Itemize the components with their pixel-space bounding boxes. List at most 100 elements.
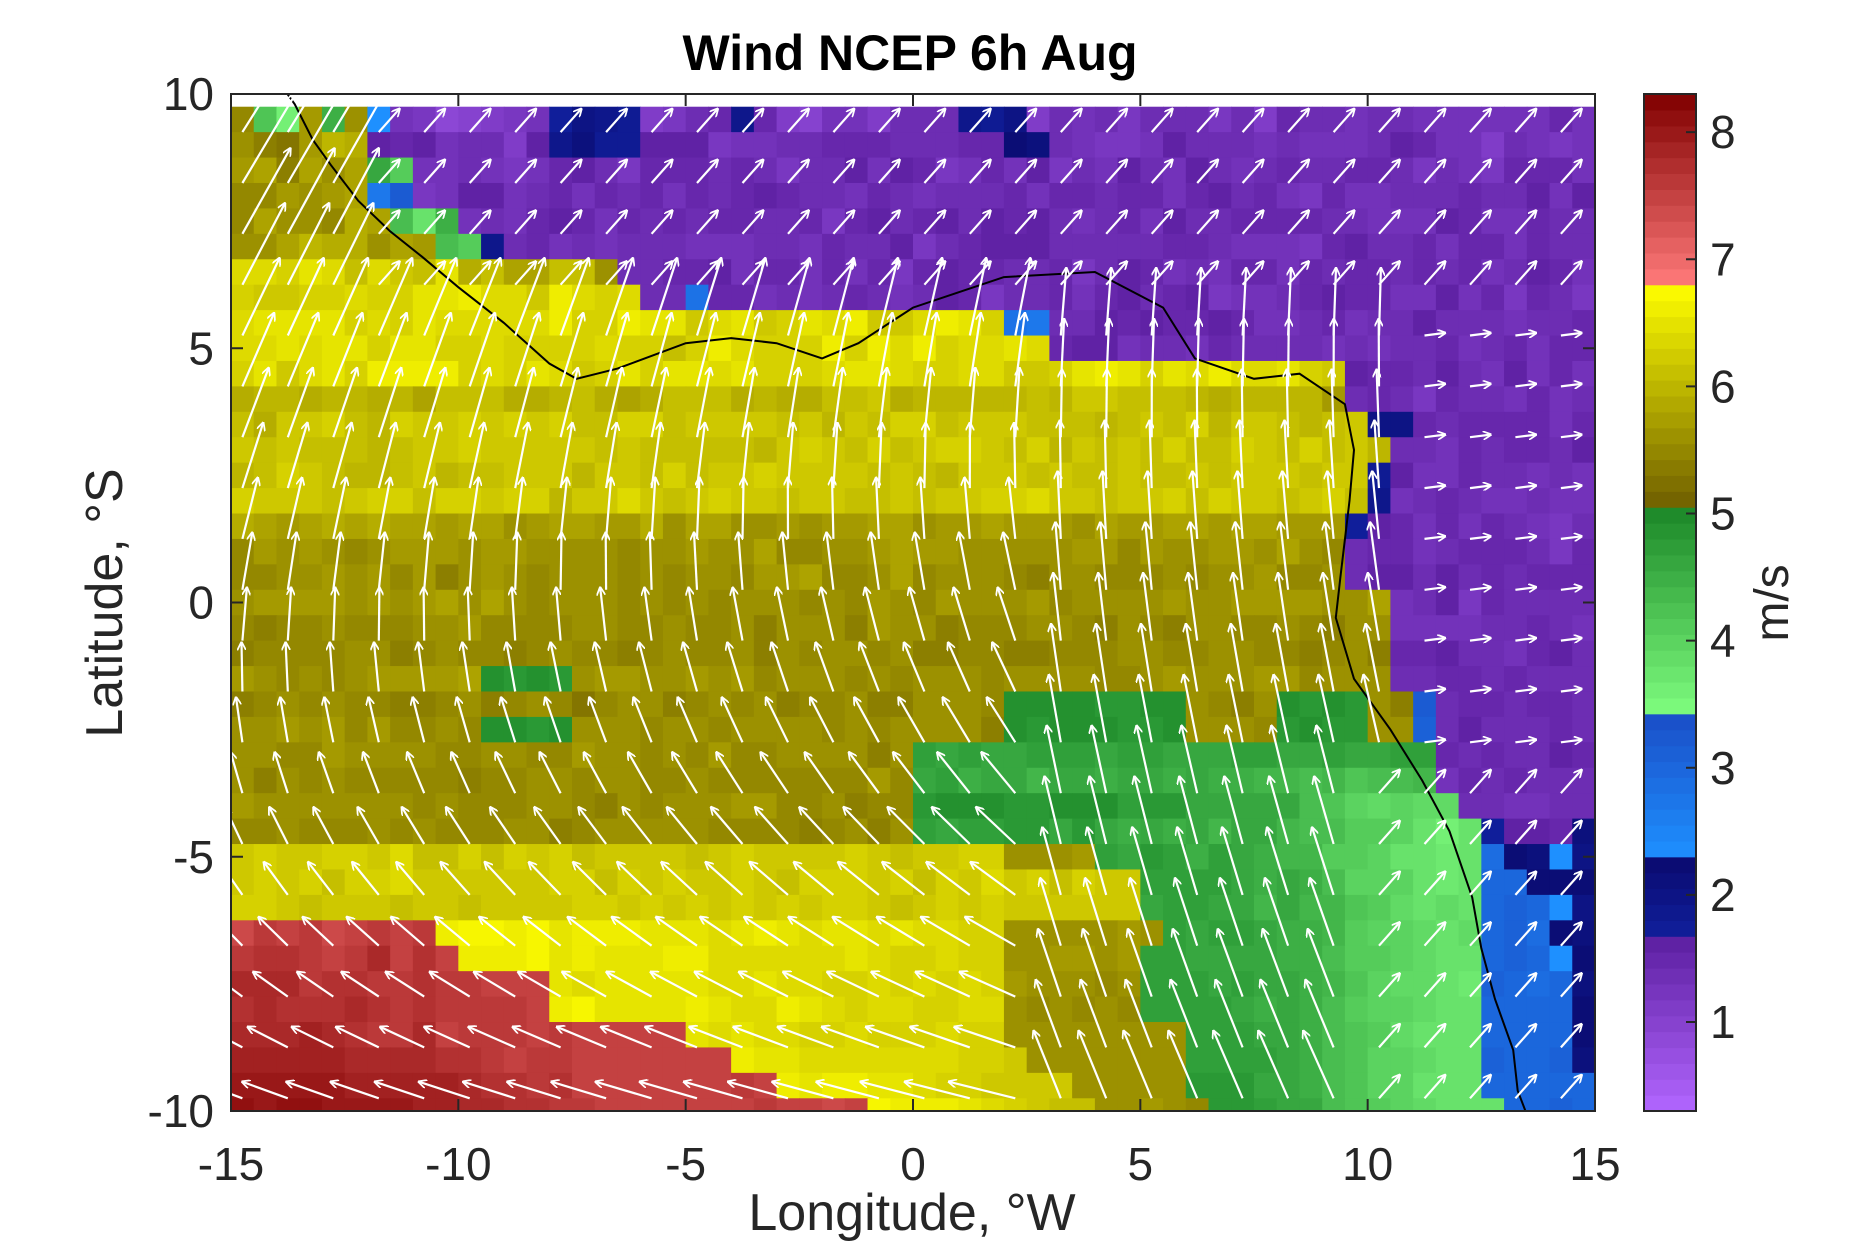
heatmap-cell	[549, 589, 573, 616]
wind-arrow	[396, 862, 426, 896]
wind-arrow	[468, 109, 491, 133]
heatmap-cell	[1435, 1047, 1460, 1074]
heatmap-cell	[458, 1098, 482, 1111]
heatmap-cell	[731, 538, 755, 565]
heatmap-cell	[1049, 894, 1073, 921]
heatmap-cell	[1163, 132, 1187, 159]
heatmap-cell	[867, 793, 891, 820]
heatmap-cell	[662, 869, 687, 896]
heatmap-cell	[526, 716, 550, 743]
heatmap-cell	[549, 894, 573, 921]
heatmap-cell	[458, 869, 482, 896]
heatmap-cell	[753, 666, 778, 693]
wind-arrow	[1179, 776, 1199, 845]
heatmap-cell	[1367, 208, 1391, 235]
heatmap-cell	[844, 488, 869, 515]
heatmap-cell	[390, 488, 414, 515]
heatmap-cell	[253, 106, 278, 133]
heatmap-cell	[481, 920, 505, 947]
heatmap-cell	[1572, 106, 1595, 133]
heatmap-cell	[1504, 411, 1528, 438]
wind-arrow	[634, 697, 653, 743]
heatmap-cell	[844, 462, 869, 489]
heatmap-cell	[458, 818, 482, 845]
heatmap-cell	[731, 132, 755, 159]
heatmap-cell	[1526, 869, 1551, 896]
heatmap-cell	[1526, 640, 1551, 667]
heatmap-cell	[640, 818, 664, 845]
wind-arrow	[876, 478, 879, 539]
heatmap-cell	[1140, 106, 1164, 133]
heatmap-cell	[1208, 310, 1232, 337]
heatmap-cell	[1572, 538, 1595, 565]
heatmap-cell	[458, 666, 482, 693]
heatmap-cell	[1094, 208, 1119, 235]
heatmap-cell	[435, 538, 459, 565]
heatmap-cell	[367, 259, 391, 286]
wind-arrow	[860, 642, 880, 692]
wind-arrow	[822, 1027, 880, 1049]
heatmap-cell	[662, 818, 687, 845]
heatmap-cell	[1504, 691, 1528, 718]
heatmap-cell	[890, 767, 914, 794]
wind-arrow	[1148, 471, 1153, 539]
heatmap-cell	[662, 589, 687, 616]
wind-arrow	[1469, 740, 1491, 743]
heatmap-cell	[1026, 386, 1050, 413]
heatmap-cell	[1504, 945, 1528, 972]
wind-arrow	[559, 368, 578, 438]
wind-arrow	[650, 533, 652, 590]
wind-arrow	[286, 533, 297, 590]
heatmap-cell	[913, 742, 937, 769]
heatmap-cell	[867, 208, 891, 235]
heatmap-cell	[1526, 971, 1551, 998]
heatmap-cell	[1049, 996, 1073, 1023]
heatmap-cell	[253, 513, 278, 540]
heatmap-cell	[1504, 844, 1528, 871]
wind-arrow	[606, 972, 653, 998]
wind-arrow	[1098, 573, 1108, 641]
heatmap-cell	[1094, 1072, 1119, 1099]
heatmap-cell	[1549, 259, 1573, 286]
wind-arrow	[1560, 384, 1582, 387]
heatmap-cell	[1072, 437, 1096, 464]
heatmap-cell	[1049, 182, 1073, 210]
heatmap-cell	[412, 132, 437, 159]
heatmap-cell	[231, 488, 255, 515]
wind-arrow	[1560, 821, 1582, 845]
wind-arrow	[888, 807, 926, 845]
heatmap-cell	[890, 1047, 914, 1074]
heatmap-cell	[958, 157, 982, 184]
heatmap-cell	[1140, 818, 1164, 845]
wind-arrow	[470, 533, 474, 590]
heatmap-cell	[435, 767, 459, 794]
wind-arrow	[534, 807, 562, 845]
heatmap-cell	[1413, 335, 1437, 362]
heatmap-cell	[731, 691, 755, 718]
heatmap-cell	[1458, 233, 1482, 260]
heatmap-cell	[1344, 945, 1369, 972]
heatmap-cell	[1208, 793, 1232, 820]
heatmap-cell	[1390, 1098, 1414, 1111]
heatmap-cell	[1276, 1098, 1301, 1111]
heatmap-cell	[685, 996, 709, 1023]
heatmap-cell	[299, 284, 323, 311]
wind-arrow	[612, 917, 653, 947]
heatmap-cell	[822, 945, 846, 972]
heatmap-cell	[1435, 691, 1460, 718]
wind-arrow	[976, 807, 1017, 845]
wind-arrow	[468, 1027, 516, 1049]
heatmap-cell	[412, 106, 437, 133]
heatmap-cell	[844, 1022, 869, 1049]
heatmap-cell	[549, 1098, 573, 1111]
heatmap-cell	[1504, 513, 1528, 540]
heatmap-cell	[299, 716, 323, 743]
heatmap-cell	[685, 691, 709, 718]
heatmap-cell	[1163, 742, 1187, 769]
colorbar-swatch	[1644, 94, 1696, 111]
heatmap-cell	[981, 793, 1005, 820]
heatmap-cell	[321, 945, 346, 972]
heatmap-cell	[1549, 1072, 1573, 1099]
wind-arrow	[1312, 827, 1335, 896]
wind-arrow	[352, 862, 380, 896]
